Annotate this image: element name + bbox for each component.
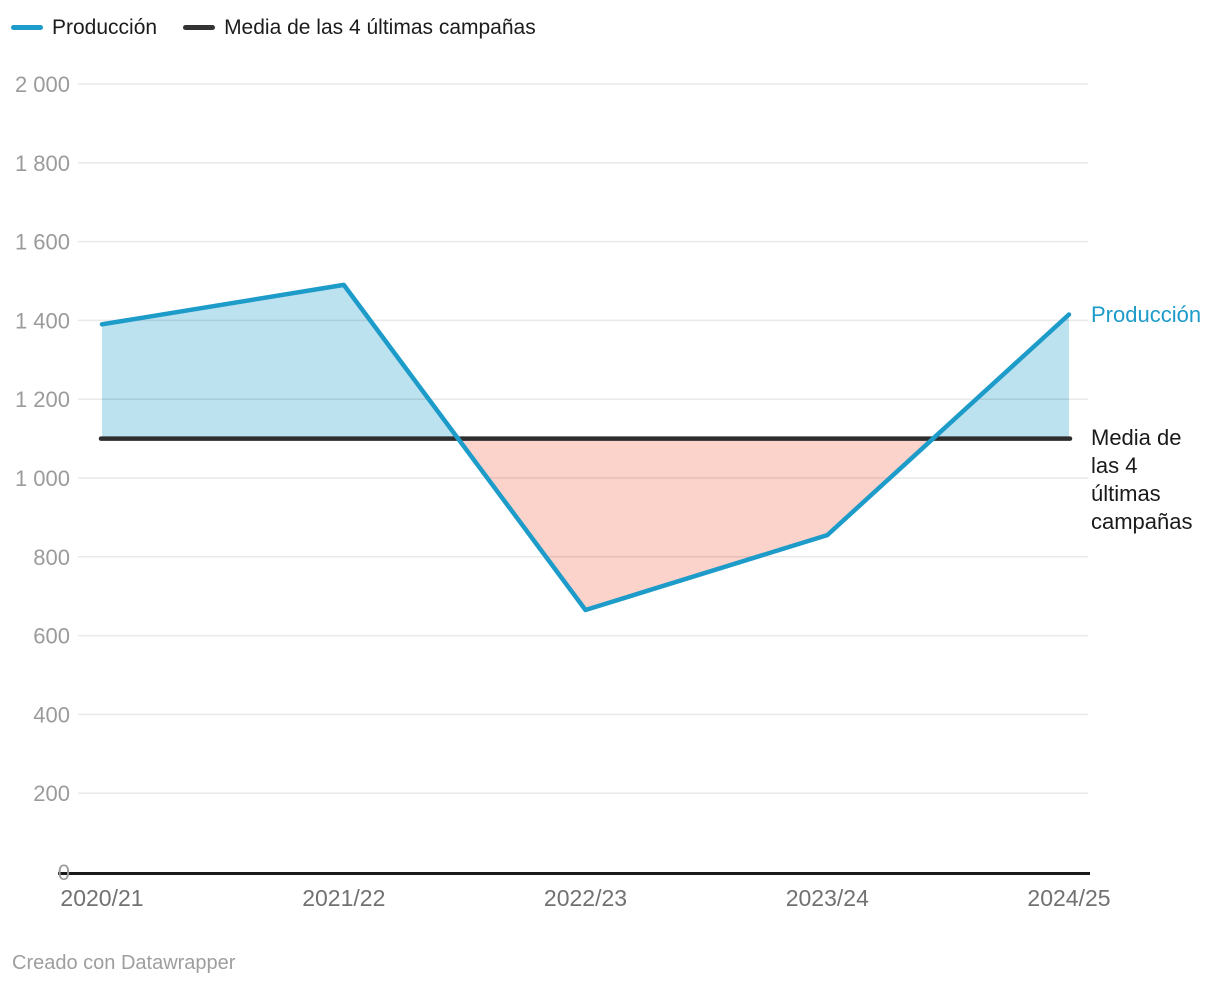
area-fill bbox=[458, 438, 933, 610]
legend: Producción Media de las 4 últimas campañ… bbox=[11, 17, 536, 38]
y-tick-label: 200 bbox=[33, 781, 70, 806]
x-axis-labels: 2020/21 2021/22 2022/23 2023/24 2024/25 bbox=[60, 885, 1110, 911]
legend-item-media: Media de las 4 últimas campañas bbox=[183, 17, 536, 38]
y-tick-label: 800 bbox=[33, 545, 70, 570]
y-axis-labels: 0 200 400 600 800 1 000 1 200 1 400 1 600 1 800 2 … bbox=[15, 72, 70, 885]
legend-item-produccion: Producción bbox=[11, 17, 157, 38]
y-tick-label: 0 bbox=[58, 860, 70, 885]
y-tick-label: 1 400 bbox=[15, 308, 70, 333]
y-tick-label: 400 bbox=[33, 702, 70, 727]
series-label-produccion: Producción bbox=[1091, 302, 1202, 327]
legend-swatch-produccion bbox=[11, 25, 43, 30]
x-tick-label: 2021/22 bbox=[302, 885, 385, 911]
y-tick-label: 1 200 bbox=[15, 387, 70, 412]
x-tick-label: 2023/24 bbox=[786, 885, 869, 911]
area-fill bbox=[102, 284, 458, 439]
legend-swatch-media bbox=[183, 25, 216, 30]
series-line-produccion bbox=[99, 282, 1072, 613]
reference-line-label: Media de las 4 últimas campañas bbox=[1091, 425, 1193, 534]
y-tick-label: 1 000 bbox=[15, 466, 70, 491]
area-fills bbox=[102, 284, 1069, 610]
y-tick-label: 2 000 bbox=[15, 72, 70, 97]
legend-label-media: Media de las 4 últimas campañas bbox=[224, 16, 536, 39]
x-tick-label: 2020/21 bbox=[60, 885, 143, 911]
y-tick-label: 1 600 bbox=[15, 230, 70, 255]
x-tick-label: 2024/25 bbox=[1027, 885, 1110, 911]
x-tick-label: 2022/23 bbox=[544, 885, 627, 911]
grid-lines bbox=[78, 83, 1088, 794]
y-tick-label: 1 800 bbox=[15, 151, 70, 176]
credit-line: Creado con Datawrapper bbox=[12, 952, 236, 974]
y-tick-label: 600 bbox=[33, 624, 70, 649]
legend-label-produccion: Producción bbox=[52, 16, 158, 39]
